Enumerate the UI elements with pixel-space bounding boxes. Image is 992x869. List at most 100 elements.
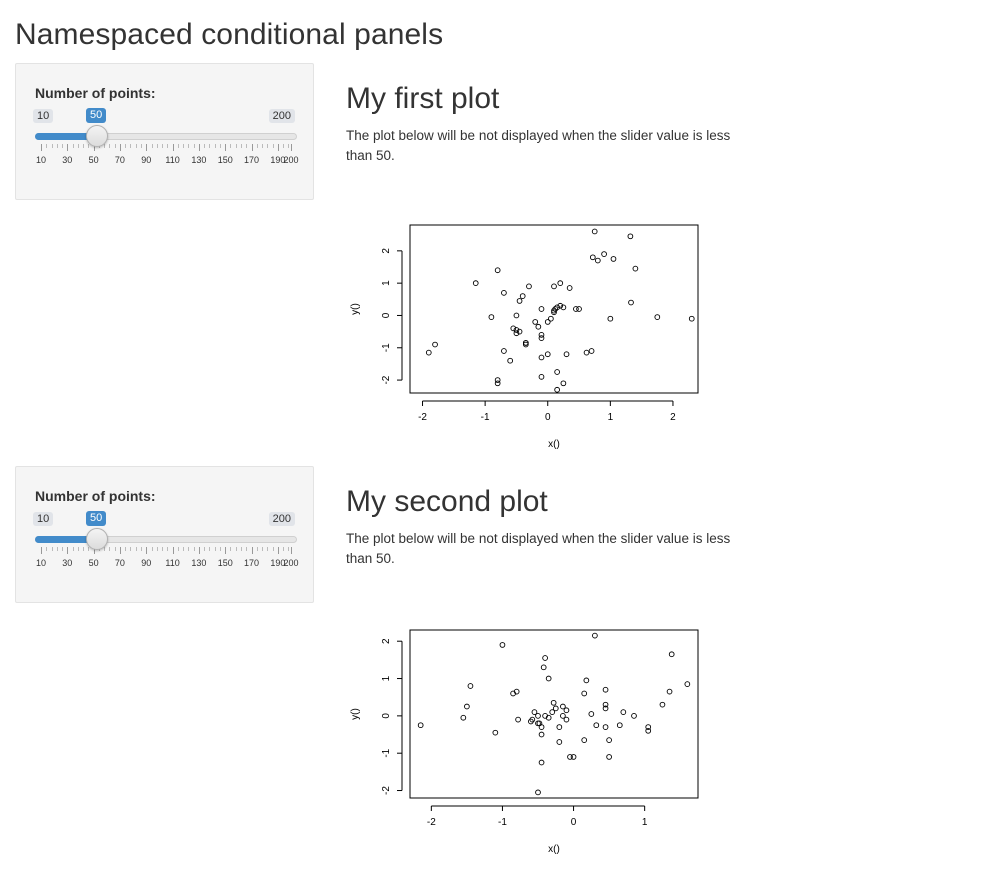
slider-tick [204, 547, 206, 551]
data-point [544, 351, 551, 358]
slider-tick-label: 10 [35, 558, 47, 568]
slider-tick [151, 144, 153, 148]
slider-tick [130, 144, 132, 148]
data-point [560, 304, 567, 311]
slider-tick [262, 144, 264, 148]
slider-tick [283, 144, 285, 148]
data-point [602, 701, 609, 708]
data-point [538, 373, 545, 380]
data-point [560, 713, 566, 719]
slider-tick [267, 144, 269, 148]
slider-tick-label: 110 [165, 558, 180, 568]
data-point [631, 713, 637, 719]
slider-tick [119, 144, 121, 151]
plot-box [409, 224, 699, 394]
data-point [540, 664, 547, 671]
data-point [602, 705, 609, 712]
slider-tick [183, 144, 185, 148]
slider-tick [119, 547, 121, 554]
data-point [467, 683, 474, 689]
slider-tick [225, 144, 227, 151]
slider-tick [109, 144, 111, 148]
slider-panel-2: Number of points: 10 200 50 10 30 50 70 90 11… [15, 466, 314, 603]
slider-tick [246, 144, 248, 148]
x-tick-label: 2 [670, 412, 676, 423]
y-tick-label: -1 [381, 748, 392, 757]
slider-tick [188, 547, 190, 551]
slider-tick [251, 547, 253, 554]
slider-tick [88, 547, 90, 551]
data-point [628, 299, 634, 306]
slider-tick [198, 144, 200, 151]
slider-tick [141, 144, 142, 148]
data-point [510, 325, 517, 332]
slider-tick [241, 547, 242, 551]
slider-tick [162, 144, 164, 148]
scatter-plot-1: -2 -1 0 1 2 -2 -1 0 1 2 x() y() [350, 224, 699, 450]
data-point [545, 675, 552, 682]
slider-min-badge: 10 [33, 512, 54, 526]
slider-tick [193, 144, 195, 148]
slider-tick [62, 547, 64, 551]
plot-heading: My second plot [346, 485, 548, 518]
slider-tick [109, 547, 111, 551]
data-point [554, 369, 560, 375]
data-point [516, 328, 523, 335]
data-point [494, 267, 501, 274]
data-point [616, 722, 623, 729]
data-point [581, 737, 588, 743]
data-point [515, 716, 521, 723]
slider-tick [135, 547, 137, 551]
data-point [417, 722, 424, 729]
slider-tick [177, 144, 179, 148]
slider-tick-label: 30 [62, 558, 73, 568]
y-tick-label: 2 [381, 638, 392, 644]
data-point [494, 377, 501, 383]
data-point [563, 351, 570, 358]
slider-tick [83, 144, 85, 148]
data-point [529, 716, 536, 723]
slider-tick [291, 547, 292, 554]
data-point [601, 251, 607, 257]
data-point [659, 701, 666, 708]
data-point [551, 307, 557, 314]
data-point [501, 348, 507, 354]
data-point [688, 315, 695, 322]
slider-tick [241, 144, 242, 148]
slider-tick-label: 10 [35, 155, 47, 165]
slider-tick-label: 200 [283, 558, 299, 568]
slider-tick [251, 144, 253, 151]
data-point [513, 312, 520, 319]
slider-tick-label: 110 [165, 155, 180, 165]
slider-tick-label: 170 [244, 558, 260, 568]
data-point [645, 724, 652, 730]
slider-fill [35, 536, 97, 543]
slider-tick-label: 130 [191, 155, 207, 165]
slider-tick [46, 547, 48, 551]
slider-label: Number of points: [35, 488, 156, 504]
slider-tick-label: 70 [114, 155, 125, 165]
x-tick-label: -1 [498, 817, 507, 828]
slider-tick [83, 547, 85, 551]
data-point [567, 754, 573, 760]
data-point [507, 357, 514, 364]
slider-max-badge: 200 [268, 512, 295, 526]
data-point [654, 314, 661, 320]
slider-handle[interactable] [86, 528, 108, 550]
y-axis-label: y() [350, 708, 361, 720]
slider-handle[interactable] [86, 125, 108, 147]
slider-tick-label: 50 [88, 155, 99, 165]
y-tick-label: -1 [381, 343, 392, 352]
slider-tick [41, 547, 42, 554]
slider-tick [219, 144, 221, 148]
slider-tick [67, 144, 69, 151]
data-point [532, 319, 539, 325]
slider-tick [156, 144, 158, 148]
slider-tick-label: 190 [270, 155, 286, 165]
data-point [516, 298, 523, 304]
slider-tick [225, 547, 227, 554]
data-point [472, 280, 479, 287]
data-point [549, 709, 556, 715]
slider-tick [77, 547, 79, 551]
scatter-plot-2: -2 -1 0 1 -2 -1 0 1 2 x() y() [350, 629, 699, 855]
